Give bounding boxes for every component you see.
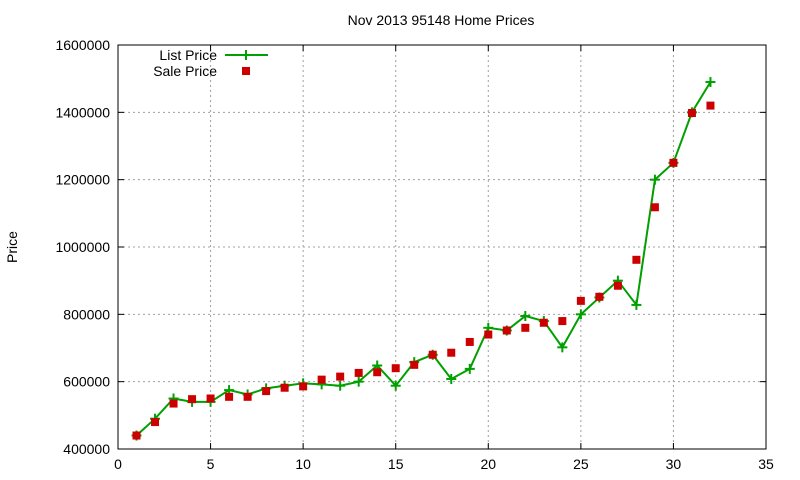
sale-price-point [650, 203, 659, 212]
y-tick-label: 600000 [63, 374, 110, 390]
list-price-point [557, 342, 568, 353]
list-price-point [464, 363, 475, 374]
y-tick-label: 1400000 [55, 104, 110, 120]
y-tick-label: 800000 [63, 306, 110, 322]
chart-title: Nov 2013 95148 Home Prices [348, 12, 535, 28]
sale-price-point [613, 281, 622, 290]
list-price-line [135, 81, 712, 437]
sale-price-point [151, 418, 160, 427]
list-price-point [390, 380, 401, 391]
sale-price-point [188, 395, 197, 404]
list-price-point [335, 380, 346, 391]
sale-price-point [132, 431, 141, 440]
x-tick-label: 20 [480, 456, 496, 472]
x-tick-label: 15 [388, 456, 404, 472]
sale-price-point [595, 292, 604, 301]
sale-price-point [354, 368, 363, 377]
axes [117, 44, 767, 450]
y-tick-labels: 400000 600000 800000 1000000 1200000 1400000 1… [55, 37, 110, 457]
x-tick-label: 5 [207, 456, 215, 472]
x-tick-label: 0 [114, 456, 122, 472]
sale-price-point [502, 326, 511, 335]
legend: List Price Sale Price [153, 47, 268, 79]
sale-price-point [447, 348, 456, 357]
series-list-price [131, 77, 716, 441]
sale-price-point [632, 255, 641, 264]
sale-price-point [373, 368, 382, 377]
sale-price-point [410, 360, 419, 369]
sale-price-point [391, 364, 400, 373]
sale-price-point [336, 372, 345, 381]
list-price-point [446, 373, 457, 384]
sale-price-point [243, 392, 252, 401]
y-tick-label: 1600000 [55, 37, 110, 53]
sale-price-point [706, 101, 715, 110]
y-tick-label: 1000000 [55, 239, 110, 255]
legend-marker-sale-price [242, 67, 250, 75]
x-tick-label: 10 [295, 456, 311, 472]
list-price-point [649, 174, 660, 185]
y-tick-label: 1200000 [55, 172, 110, 188]
sale-price-point [299, 382, 308, 391]
sale-price-point [576, 296, 585, 305]
sale-price-point [465, 337, 474, 346]
sale-price-point [539, 318, 548, 327]
sale-price-point [262, 387, 271, 396]
legend-label-list-price: List Price [159, 47, 217, 63]
sale-price-point [428, 350, 437, 359]
list-price-point [520, 311, 531, 322]
sale-price-point [484, 330, 493, 339]
sale-price-point [225, 392, 234, 401]
list-price-point [353, 376, 364, 387]
legend-marker-list-price [241, 50, 251, 60]
list-price-point [705, 77, 716, 88]
sale-price-point [280, 383, 289, 392]
sale-price-point [169, 399, 178, 408]
x-tick-label: 25 [573, 456, 589, 472]
x-tick-label: 35 [758, 456, 774, 472]
sale-price-point [521, 323, 530, 332]
y-axis-label: Price [4, 231, 20, 263]
list-price-point [575, 309, 586, 320]
x-tick-labels: 0 5 10 15 20 25 30 35 [114, 456, 774, 472]
plot-border [117, 44, 767, 450]
sale-price-point [558, 317, 567, 326]
sale-price-point [317, 375, 326, 384]
sale-price-point [687, 109, 696, 118]
series-sale-price [132, 101, 715, 440]
grid [118, 45, 766, 449]
legend-label-sale-price: Sale Price [153, 63, 217, 79]
y-tick-label: 400000 [63, 441, 110, 457]
sale-price-point [206, 394, 215, 403]
sale-price-point [669, 158, 678, 167]
x-tick-label: 30 [666, 456, 682, 472]
list-price-point [631, 299, 642, 310]
